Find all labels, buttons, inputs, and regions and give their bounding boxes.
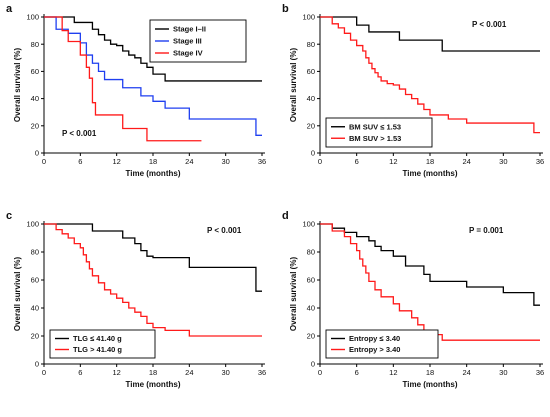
y-tick-label: 40 [31,304,39,313]
legend-box [49,329,156,359]
x-tick-label: 24 [462,368,470,377]
y-tick-label: 0 [311,149,315,158]
y-tick-label: 40 [307,94,315,103]
y-tick-label: 20 [31,121,39,130]
x-tick-label: 30 [499,368,507,377]
x-tick-label: 12 [389,157,397,166]
survival-curve-2 [320,223,540,341]
x-tick-label: 0 [42,368,46,377]
x-tick-label: 36 [536,157,544,166]
x-axis-title: Time (months) [126,380,181,389]
panel-label: b [282,3,289,15]
legend-box [325,117,433,148]
survival-curve-2 [320,16,540,134]
x-tick-label: 24 [185,157,193,166]
x-tick-label: 18 [426,157,434,166]
x-tick-label: 12 [112,368,120,377]
x-tick-label: 24 [185,368,193,377]
x-tick-label: 30 [499,157,507,166]
x-tick-label: 18 [149,157,157,166]
y-axis-title: Overall survival (%) [13,257,22,332]
y-tick-label: 40 [31,94,39,103]
y-axis-title: Overall survival (%) [289,48,298,123]
y-tick-label: 20 [307,121,315,130]
y-axis-title: Overall survival (%) [289,257,298,332]
legend: BM SUV ≤ 1.53 BM SUV > 1.53 [325,117,433,148]
x-tick-label: 30 [221,368,229,377]
y-tick-label: 20 [31,332,39,341]
y-tick-label: 80 [307,40,315,49]
x-tick-label: 0 [42,157,46,166]
x-tick-label: 6 [78,368,82,377]
y-tick-label: 0 [35,360,39,369]
survival-curve-2 [44,16,262,136]
x-tick-label: 18 [149,368,157,377]
x-tick-label: 24 [462,157,470,166]
x-tick-label: 12 [389,368,397,377]
x-tick-label: 6 [78,157,82,166]
survival-curve-1 [320,16,540,52]
survival-curve-1 [44,16,262,82]
survival-curve-1 [320,223,540,306]
p-value: P < 0.001 [207,226,242,235]
y-tick-label: 60 [31,67,39,76]
legend: TLG ≤ 41.40 g TLG > 41.40 g [49,329,156,359]
x-tick-label: 6 [355,157,359,166]
legend-entry: Stage III [173,37,202,46]
x-tick-label: 18 [426,368,434,377]
x-tick-label: 36 [258,368,266,377]
y-tick-label: 100 [302,220,315,229]
y-axis-title: Overall survival (%) [13,48,22,123]
legend: Stage I–II Stage III Stage IV [149,19,247,63]
panel-label: a [6,3,13,15]
x-tick-label: 36 [536,368,544,377]
legend-box [325,329,439,359]
x-tick-label: 0 [318,368,322,377]
x-axis-title: Time (months) [126,169,181,178]
panel-a: a 0 20 40 60 80 100 0 6 12 18 24 30 36 Time (months) Ov… [6,3,266,178]
legend-entry: BM SUV > 1.53 [349,134,401,143]
y-tick-label: 100 [26,13,39,22]
y-tick-label: 60 [307,276,315,285]
y-tick-label: 60 [31,276,39,285]
panel-d: d 0 20 40 60 80 100 0 6 12 18 24 30 36 Time (months) Ov… [282,210,544,389]
legend-entry: TLG ≤ 41.40 g [73,334,122,343]
y-tick-label: 80 [307,248,315,257]
legend: Entropy ≤ 3.40 Entropy > 3.40 [325,329,439,359]
y-tick-label: 80 [31,248,39,257]
y-tick-label: 100 [26,220,39,229]
x-tick-label: 6 [355,368,359,377]
panel-label: c [6,210,12,222]
x-tick-label: 12 [112,157,120,166]
x-tick-label: 30 [221,157,229,166]
panel-label: d [282,210,289,222]
y-tick-label: 0 [311,360,315,369]
y-tick-label: 40 [307,304,315,313]
x-axis-title: Time (months) [403,169,458,178]
panel-b: b 0 20 40 60 80 100 0 6 12 18 24 30 36 Time (months) Ov… [282,3,544,178]
legend-entry: Entropy > 3.40 [349,345,400,354]
legend-entry: TLG > 41.40 g [73,345,122,354]
legend-entry: Stage I–II [173,25,206,34]
x-axis-title: Time (months) [403,380,458,389]
survival-curve-2 [44,223,262,337]
legend-entry: Stage IV [173,49,203,58]
p-value: P < 0.001 [62,129,97,138]
legend-box [149,19,247,63]
p-value: P = 0.001 [469,226,504,235]
y-tick-label: 60 [307,67,315,76]
y-tick-label: 0 [35,149,39,158]
legend-entry: Entropy ≤ 3.40 [349,334,400,343]
legend-entry: BM SUV ≤ 1.53 [349,122,401,131]
x-tick-label: 36 [258,157,266,166]
y-tick-label: 80 [31,40,39,49]
x-tick-label: 0 [318,157,322,166]
panel-c: c 0 20 40 60 80 100 0 6 12 18 24 30 36 Time (months) Ov… [6,210,266,389]
survival-curve-1 [44,223,262,292]
y-tick-label: 20 [307,332,315,341]
y-tick-label: 100 [302,13,315,22]
p-value: P < 0.001 [472,20,507,29]
survival-curve-3 [44,16,202,142]
